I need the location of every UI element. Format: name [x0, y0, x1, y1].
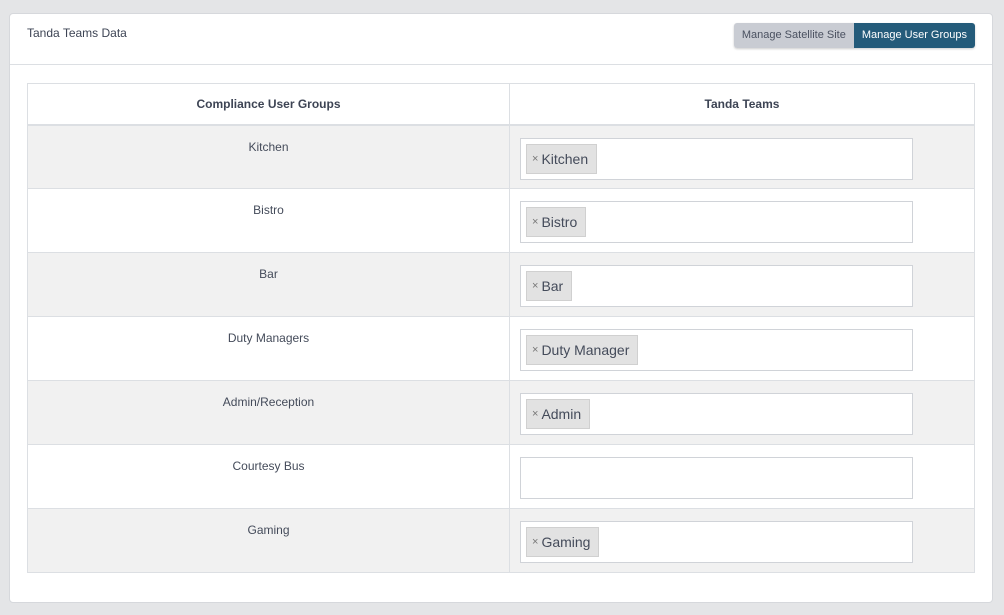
card-header: Tanda Teams Data Manage Satellite Site M…: [10, 14, 992, 65]
team-tag-label: Bar: [541, 278, 564, 294]
view-toggle: Manage Satellite Site Manage User Groups: [733, 23, 975, 48]
teams-cell: × Duty Manager: [509, 316, 975, 381]
teams-select-input[interactable]: [520, 457, 913, 499]
table-row: Bar × Bar: [27, 252, 975, 317]
teams-select-input[interactable]: × Bistro: [520, 201, 913, 243]
column-header-tanda-teams: Tanda Teams: [509, 83, 975, 126]
teams-cell: × Bistro: [509, 188, 975, 253]
tanda-teams-card: Tanda Teams Data Manage Satellite Site M…: [9, 13, 993, 603]
user-group-name: Duty Managers: [27, 316, 510, 381]
remove-tag-icon[interactable]: ×: [532, 344, 539, 356]
table-row: Kitchen × Kitchen: [27, 124, 975, 189]
remove-tag-icon[interactable]: ×: [532, 536, 539, 548]
team-tag-label: Bistro: [541, 214, 578, 230]
teams-mapping-table: Compliance User Groups Tanda Teams Kitch…: [27, 83, 975, 573]
user-group-name: Bistro: [27, 188, 510, 253]
teams-select-input[interactable]: × Duty Manager: [520, 329, 913, 371]
teams-select-input[interactable]: × Bar: [520, 265, 913, 307]
manage-satellite-site-button[interactable]: Manage Satellite Site: [733, 23, 854, 48]
team-tag: × Admin: [526, 399, 591, 429]
page-title: Tanda Teams Data: [27, 26, 127, 40]
teams-cell: [509, 444, 975, 509]
user-group-name: Courtesy Bus: [27, 444, 510, 509]
user-group-name: Admin/Reception: [27, 380, 510, 445]
team-tag: × Kitchen: [526, 143, 598, 174]
team-tag: × Bistro: [526, 207, 587, 237]
team-tag: × Bar: [526, 271, 573, 301]
teams-cell: × Kitchen: [509, 124, 975, 189]
table-row: Courtesy Bus: [27, 444, 975, 509]
teams-select-input[interactable]: × Admin: [520, 393, 913, 435]
teams-cell: × Admin: [509, 380, 975, 445]
column-header-compliance-user-groups: Compliance User Groups: [27, 83, 510, 126]
table-row: Duty Managers × Duty Manager: [27, 316, 975, 381]
team-tag: × Gaming: [526, 527, 600, 557]
teams-cell: × Bar: [509, 252, 975, 317]
table-row: Bistro × Bistro: [27, 188, 975, 253]
user-group-name: Kitchen: [27, 124, 510, 189]
user-group-name: Gaming: [27, 508, 510, 573]
remove-tag-icon[interactable]: ×: [532, 280, 539, 292]
remove-tag-icon[interactable]: ×: [532, 216, 539, 228]
team-tag-label: Duty Manager: [541, 342, 630, 358]
team-tag-label: Admin: [541, 406, 582, 422]
table-row: Gaming × Gaming: [27, 508, 975, 573]
teams-select-input[interactable]: × Kitchen: [520, 137, 913, 180]
team-tag-label: Gaming: [541, 534, 591, 550]
team-tag: × Duty Manager: [526, 335, 639, 365]
teams-select-input[interactable]: × Gaming: [520, 521, 913, 563]
teams-cell: × Gaming: [509, 508, 975, 573]
remove-tag-icon[interactable]: ×: [532, 152, 539, 165]
user-group-name: Bar: [27, 252, 510, 317]
table-row: Admin/Reception × Admin: [27, 380, 975, 445]
team-tag-label: Kitchen: [541, 150, 589, 167]
remove-tag-icon[interactable]: ×: [532, 408, 539, 420]
manage-user-groups-button[interactable]: Manage User Groups: [853, 23, 975, 48]
